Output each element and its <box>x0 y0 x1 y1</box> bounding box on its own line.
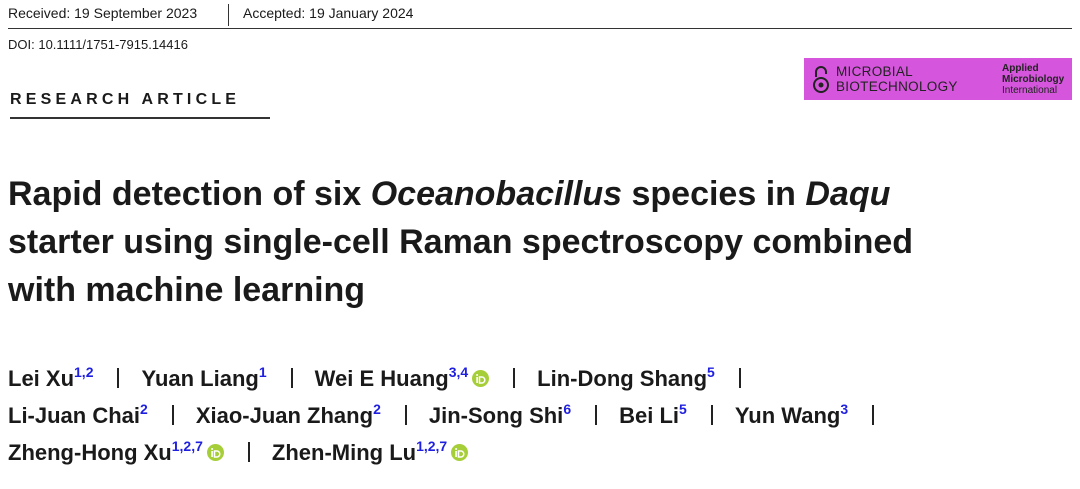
article-type-rule <box>10 117 270 119</box>
affiliation[interactable]: 2 <box>140 401 148 417</box>
article-title: Rapid detection of six Oceanobacillus sp… <box>8 170 913 314</box>
journal-logo[interactable]: MICROBIAL BIOTECHNOLOGY Applied Microbio… <box>804 58 1072 100</box>
affiliation[interactable]: 1,2,7 <box>171 438 203 454</box>
open-access-icon <box>813 66 829 93</box>
received-date: Received: 19 September 2023 <box>8 5 198 21</box>
separator <box>290 368 293 388</box>
affiliation[interactable]: 5 <box>679 401 687 417</box>
separator <box>710 405 713 425</box>
affiliation[interactable]: 1 <box>258 364 267 380</box>
orcid-icon[interactable] <box>472 361 490 387</box>
author-name[interactable]: Lin-Dong Shang <box>537 366 708 391</box>
author-name[interactable]: Bei Li <box>619 403 680 428</box>
journal-name: BIOTECHNOLOGY <box>836 79 958 94</box>
title-segment: species in <box>622 175 806 213</box>
affiliation[interactable]: 2 <box>373 401 381 417</box>
author-name[interactable]: Xiao-Juan Zhang <box>195 403 374 428</box>
author-name[interactable]: Li-Juan Chai <box>8 403 141 428</box>
separator <box>404 405 407 425</box>
affiliation[interactable]: 3 <box>840 401 849 417</box>
title-line: with machine learning <box>8 266 913 314</box>
article-type: RESEARCH ARTICLE <box>10 91 241 108</box>
title-line: Rapid detection of six Oceanobacillus sp… <box>8 170 913 218</box>
author-name[interactable]: Zhen-Ming Lu <box>271 440 417 465</box>
author-name[interactable]: Wei E Huang <box>314 366 449 391</box>
divider <box>228 4 229 26</box>
author-line: Li-Juan Chai2 Xiao-Juan Zhang2 Jin-Song Sh… <box>8 397 896 434</box>
author-line: Lei Xu1,2 Yuan Liang1 Wei E Huang3,4 Lin-Do… <box>8 360 896 397</box>
separator <box>513 368 516 388</box>
affiliation[interactable]: 6 <box>563 401 572 417</box>
title-segment: starter using single-cell Raman spectros… <box>8 223 914 261</box>
separator <box>595 405 598 425</box>
affiliation[interactable]: 1,2 <box>74 364 94 380</box>
society-name: International <box>1002 85 1058 96</box>
title-segment: Daqu <box>805 175 891 213</box>
accepted-date: Accepted: 19 January 2024 <box>243 5 414 21</box>
separator <box>738 368 741 388</box>
title-segment: with machine learning <box>8 271 366 309</box>
society-name: Applied <box>1002 63 1039 74</box>
affiliation[interactable]: 3,4 <box>448 364 469 380</box>
title-segment: Oceanobacillus <box>370 175 623 213</box>
author-name[interactable]: Zheng-Hong Xu <box>8 440 172 465</box>
separator <box>171 405 174 425</box>
affiliation[interactable]: 5 <box>707 364 715 380</box>
author-name[interactable]: Jin-Song Shi <box>428 403 564 428</box>
author-list: Lei Xu1,2 Yuan Liang1 Wei E Huang3,4 Lin-Do… <box>8 360 896 471</box>
title-line: starter using single-cell Raman spectros… <box>8 218 913 266</box>
orcid-icon[interactable] <box>206 435 224 461</box>
author-name[interactable]: Yun Wang <box>734 403 841 428</box>
doi[interactable]: DOI: 10.1111/1751-7915.14416 <box>8 37 188 52</box>
orcid-icon[interactable] <box>451 435 469 461</box>
author-line: Zheng-Hong Xu1,2,7 Zhen-Ming Lu1,2,7 <box>8 434 896 471</box>
author-name[interactable]: Lei Xu <box>8 366 75 391</box>
header-rule <box>8 28 1072 29</box>
title-segment: Rapid detection of six <box>8 175 371 213</box>
separator <box>247 442 250 462</box>
separator <box>117 368 120 388</box>
society-name: Microbiology <box>1002 74 1065 85</box>
separator <box>872 405 875 425</box>
author-name[interactable]: Yuan Liang <box>141 366 259 391</box>
journal-name: MICROBIAL <box>836 64 913 79</box>
affiliation[interactable]: 1,2,7 <box>416 438 448 454</box>
